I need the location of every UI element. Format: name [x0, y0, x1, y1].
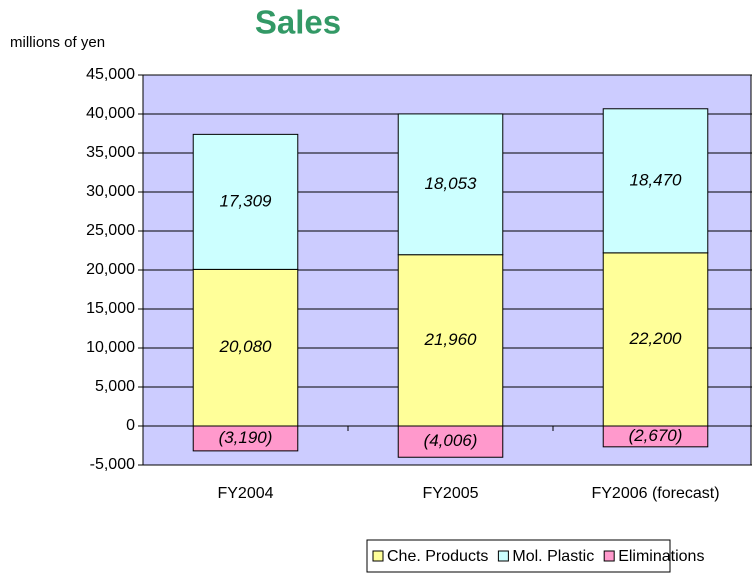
value-label: 18,053 [425, 174, 478, 193]
y-tick-label: 0 [126, 417, 135, 434]
legend: Che. Products Mol. Plastic Eliminations [366, 539, 704, 573]
y-tick-label: 15,000 [86, 300, 135, 317]
value-label: 18,470 [630, 170, 683, 189]
value-label: 22,200 [629, 329, 683, 348]
y-tick-label: 25,000 [86, 222, 135, 239]
value-label: (3,190) [219, 428, 273, 447]
x-tick-label: FY2006 (forecast) [591, 485, 719, 502]
y-tick-label: 30,000 [86, 183, 135, 200]
value-label: (2,670) [629, 426, 683, 445]
bar-segment [397, 254, 504, 427]
value-label: 17,309 [220, 191, 273, 210]
bar-segment [397, 113, 504, 256]
y-tick-label: -5,000 [90, 456, 135, 473]
legend-label: Mol. Plastic [512, 548, 594, 565]
legend-swatch [497, 550, 509, 562]
bar-segment [602, 252, 709, 427]
y-tick-label: 40,000 [86, 105, 135, 122]
y-axis-label: millions of yen [10, 34, 105, 51]
bar-segment [602, 108, 709, 254]
legend-box [366, 539, 671, 573]
legend-label: Che. Products [387, 548, 488, 565]
x-tick-label: FY2005 [422, 485, 478, 502]
legend-label: Eliminations [618, 548, 704, 565]
legend-swatch [372, 550, 384, 562]
bar-segment [397, 425, 504, 458]
y-tick-label: 20,000 [86, 261, 135, 278]
chart-title: Sales [255, 4, 341, 41]
y-tick-label: 10,000 [86, 339, 135, 356]
y-tick-label: 5,000 [95, 378, 135, 395]
bar-segment [192, 268, 299, 427]
y-tick-label: 35,000 [86, 144, 135, 161]
value-label: (4,006) [424, 431, 478, 450]
y-tick-label: 45,000 [86, 66, 135, 83]
value-label: 21,960 [424, 330, 478, 349]
bar-segment [192, 133, 299, 270]
x-tick-label: FY2004 [217, 485, 273, 502]
value-label: 20,080 [219, 337, 273, 356]
legend-swatch [603, 550, 615, 562]
bar-segment [192, 425, 299, 452]
bar-segment [602, 425, 709, 448]
